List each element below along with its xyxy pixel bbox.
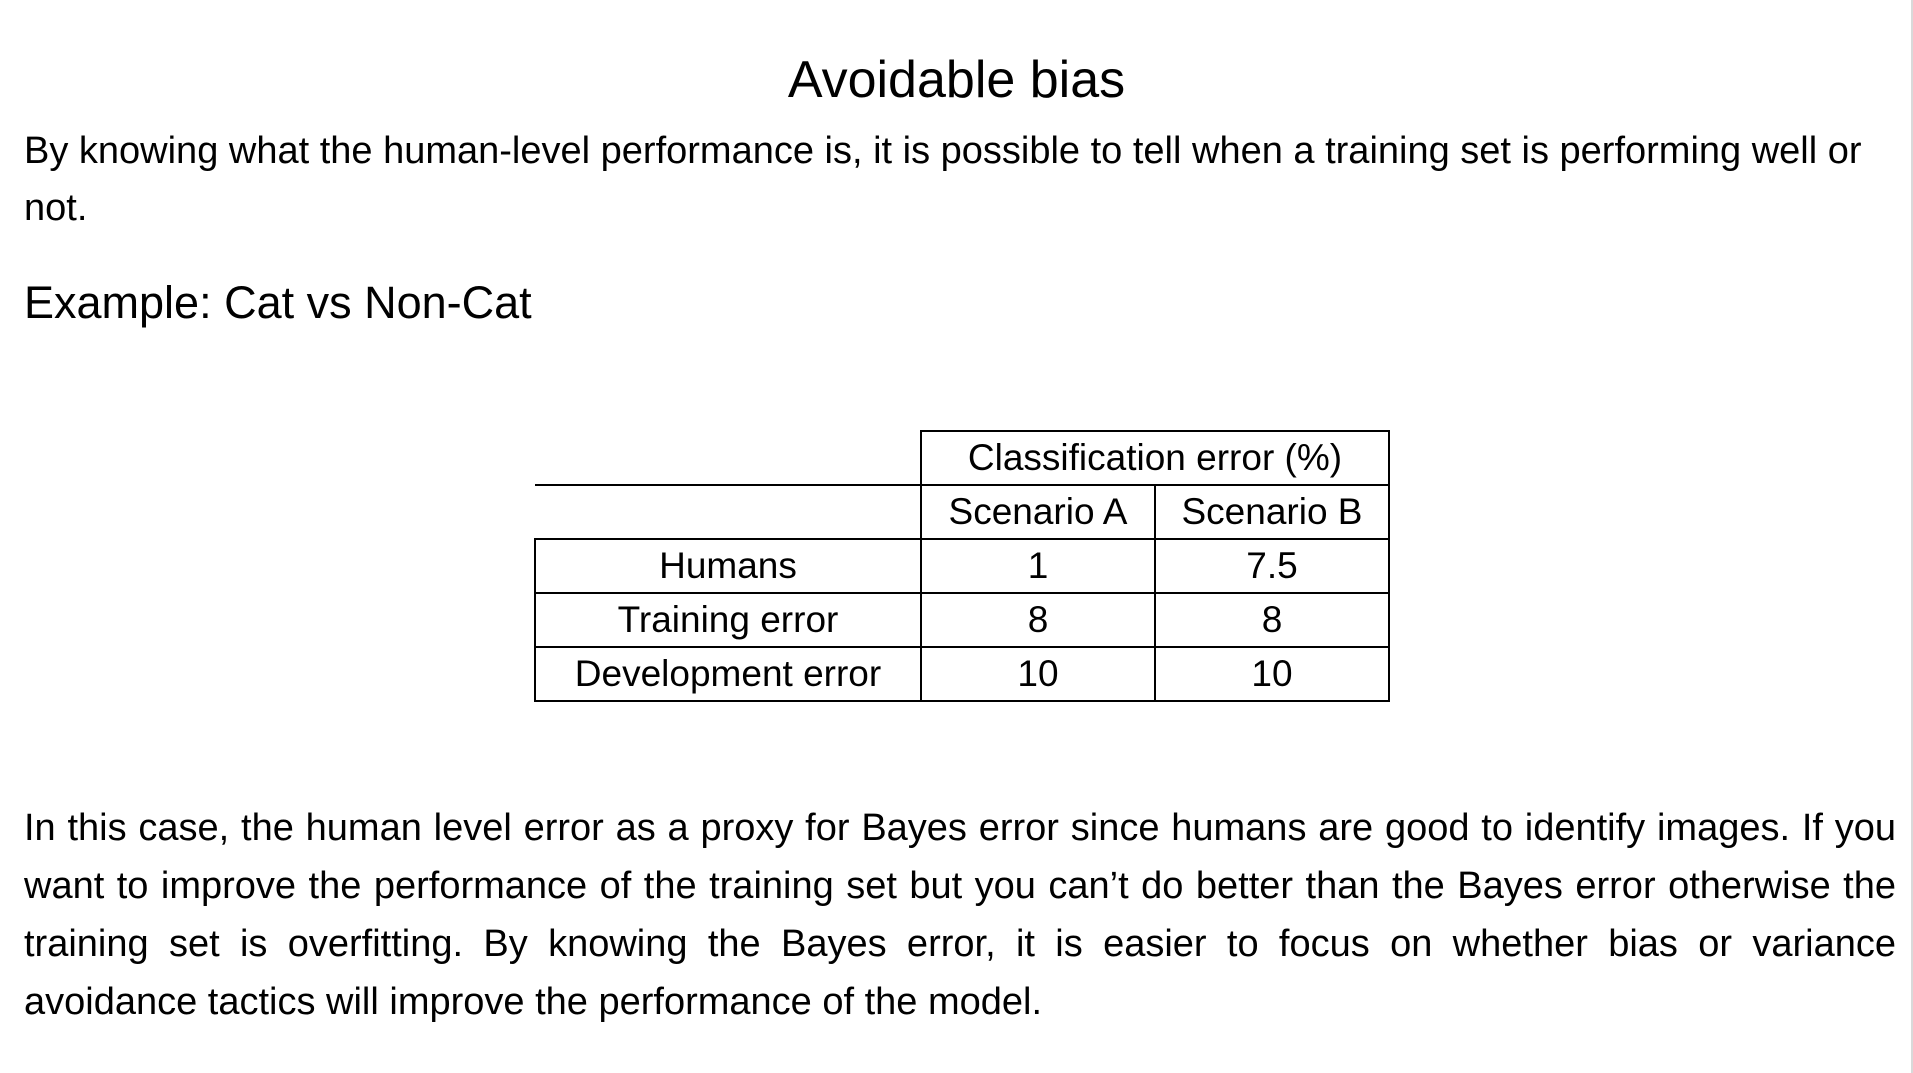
cell-scenario-b: 8 — [1154, 592, 1390, 648]
cell-scenario-a: 1 — [920, 538, 1156, 594]
table-header-row: Classification error (%) — [535, 430, 1390, 486]
group-header-cell: Classification error (%) — [920, 430, 1390, 486]
page-edge-divider — [1911, 0, 1913, 1073]
intro-paragraph: By knowing what the human-level performa… — [24, 130, 1862, 229]
table-row: Humans 1 7.5 — [534, 538, 1390, 594]
column-header-scenario-a: Scenario A — [920, 484, 1156, 540]
classification-error-table: Classification error (%) Scenario A Scen… — [534, 430, 1390, 702]
cell-scenario-b: 7.5 — [1154, 538, 1390, 594]
row-label: Humans — [534, 538, 922, 594]
table-row: Training error 8 8 — [534, 592, 1390, 648]
table-corner-cell — [535, 431, 922, 486]
page-title: Avoidable bias — [787, 51, 1126, 109]
row-label: Development error — [534, 646, 922, 702]
cell-scenario-a: 8 — [920, 592, 1156, 648]
row-label: Training error — [534, 592, 922, 648]
column-header-scenario-b: Scenario B — [1154, 484, 1390, 540]
cell-scenario-b: 10 — [1154, 646, 1390, 702]
body-paragraph: In this case, the human level error as a… — [24, 807, 1896, 1023]
table-corner-cell — [535, 485, 922, 540]
cell-scenario-a: 10 — [920, 646, 1156, 702]
table-subheader-row: Scenario A Scenario B — [535, 484, 1390, 540]
example-heading: Example: Cat vs Non-Cat — [24, 277, 532, 328]
table-row: Development error 10 10 — [534, 646, 1390, 702]
